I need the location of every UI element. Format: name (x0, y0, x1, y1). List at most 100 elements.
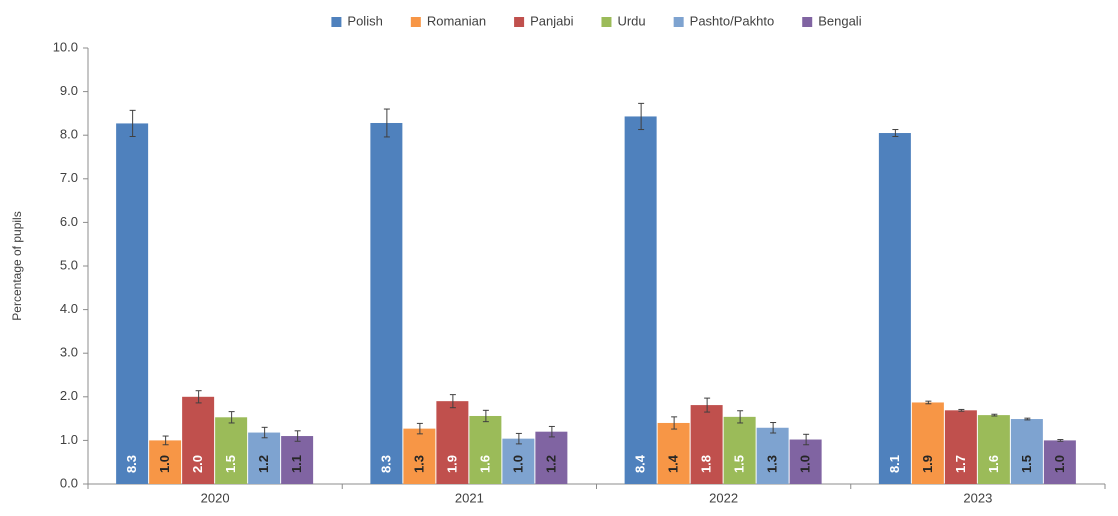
bar (789, 439, 822, 484)
x-tick-label: 2023 (963, 490, 992, 505)
value-label: 1.5 (732, 455, 747, 473)
bar (403, 428, 436, 484)
bar (469, 415, 502, 484)
x-tick-label: 2021 (455, 490, 484, 505)
y-tick-label: 1.0 (60, 432, 78, 447)
legend-swatch (601, 17, 612, 27)
bar (370, 122, 403, 484)
bar (248, 432, 281, 484)
error-bar (195, 390, 202, 404)
value-label: 1.0 (510, 455, 525, 473)
y-tick-label: 5.0 (60, 257, 78, 272)
error-bar (671, 416, 678, 430)
value-label: 8.1 (887, 455, 902, 473)
value-label: 1.0 (798, 455, 813, 473)
error-bar (294, 430, 301, 442)
value-label: 1.8 (699, 455, 714, 473)
error-bar (803, 433, 810, 446)
y-tick-label: 8.0 (60, 127, 78, 142)
error-bar (416, 422, 423, 435)
legend-swatch (673, 17, 684, 27)
legend-label: Polish (347, 13, 382, 28)
y-tick-label: 7.0 (60, 170, 78, 185)
error-bar (704, 397, 711, 413)
x-tick-label: 2020 (201, 490, 230, 505)
value-label: 1.7 (953, 455, 968, 473)
error-bar (638, 102, 645, 131)
value-label: 1.0 (1052, 455, 1067, 473)
bar (657, 422, 690, 484)
error-bar (548, 425, 555, 438)
bar (756, 427, 789, 484)
value-label: 1.5 (1019, 455, 1034, 473)
error-bar (1024, 417, 1031, 421)
bar (502, 438, 535, 484)
bar (1010, 419, 1043, 484)
y-tick-label: 9.0 (60, 83, 78, 98)
value-label: 8.3 (378, 455, 393, 473)
value-label: 1.2 (256, 455, 271, 473)
legend-label: Romanian (427, 13, 486, 28)
bar (624, 116, 657, 485)
legend-label: Bengali (818, 13, 861, 28)
error-bar (228, 411, 235, 424)
legend-swatch (410, 17, 421, 27)
bar (215, 417, 248, 484)
bar (281, 436, 314, 484)
y-tick-label: 0.0 (60, 475, 78, 490)
error-bar (737, 410, 744, 424)
bar (944, 410, 977, 484)
value-label: 1.0 (157, 455, 172, 473)
value-label: 1.5 (223, 455, 238, 473)
value-label: 2.0 (190, 455, 205, 473)
error-bar (482, 409, 489, 423)
error-bar (892, 129, 899, 138)
bar (116, 123, 149, 484)
y-axis-label: Percentage of pupils (10, 211, 24, 320)
value-label: 1.2 (543, 455, 558, 473)
error-bar (515, 432, 522, 445)
legend-swatch (802, 17, 813, 27)
bar (723, 416, 756, 484)
value-label: 8.4 (633, 454, 648, 473)
error-bar (449, 394, 456, 409)
value-label: 1.3 (765, 455, 780, 473)
y-tick-label: 3.0 (60, 345, 78, 360)
value-label: 1.6 (986, 455, 1001, 473)
legend-swatch (331, 17, 342, 27)
bar (977, 415, 1010, 484)
y-tick-label: 10.0 (53, 39, 78, 54)
value-label: 1.1 (289, 455, 304, 473)
value-label: 8.3 (124, 455, 139, 473)
value-label: 1.3 (411, 455, 426, 473)
bar (690, 405, 723, 484)
bar (878, 133, 911, 484)
error-bar (770, 422, 777, 434)
bar (911, 402, 944, 484)
error-bar (925, 400, 932, 405)
error-bar (1057, 439, 1064, 442)
value-label: 1.4 (666, 454, 681, 473)
y-tick-label: 6.0 (60, 214, 78, 229)
value-label: 1.6 (477, 455, 492, 473)
bar (149, 440, 182, 484)
legend-swatch (514, 17, 525, 27)
error-bar (991, 413, 998, 417)
value-label: 1.9 (444, 455, 459, 473)
value-label: 1.9 (920, 455, 935, 473)
error-bar (162, 435, 169, 446)
bar (436, 401, 469, 484)
error-bar (261, 426, 268, 439)
error-bar (383, 108, 390, 138)
x-tick-label: 2022 (709, 490, 738, 505)
legend-label: Panjabi (530, 13, 573, 28)
bar (182, 396, 215, 484)
error-bar (958, 408, 965, 412)
legend-label: Urdu (617, 13, 645, 28)
bar (1043, 440, 1076, 484)
y-tick-label: 4.0 (60, 301, 78, 316)
bar (535, 431, 568, 484)
legend-label: Pashto/Pakhto (690, 13, 775, 28)
y-tick-label: 2.0 (60, 388, 78, 403)
